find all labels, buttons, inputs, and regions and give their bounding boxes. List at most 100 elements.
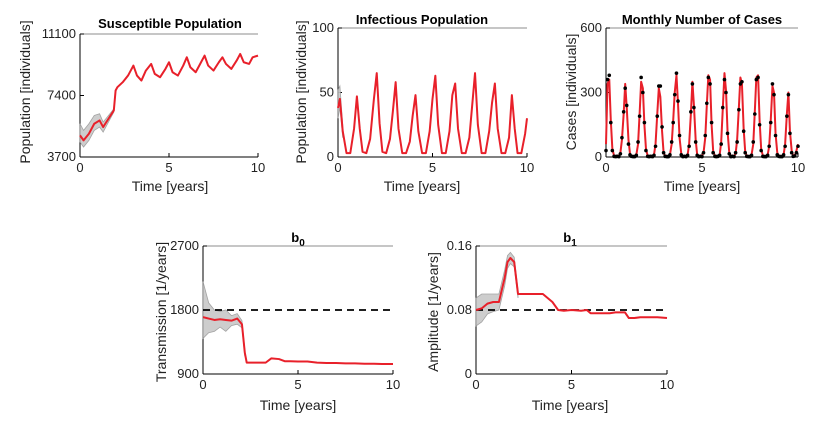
y-tick-label: 3700 (47, 149, 76, 164)
panel-monthly-cases: Monthly Number of Cases Time [years] Cas… (563, 12, 805, 194)
data-point (701, 150, 706, 155)
y-tick-label: 2700 (170, 238, 199, 253)
data-point (637, 114, 642, 118)
data-point (642, 120, 647, 125)
title-subscript: 1 (571, 238, 577, 249)
x-tick-label: 5 (429, 160, 436, 175)
title-main: b (563, 230, 571, 245)
data-point (658, 84, 663, 88)
panel-b1-amplitude: b1 Time [years] Amplitude [1/years] 0 5 10… (425, 230, 674, 413)
x-tick-label: 5 (698, 160, 705, 175)
data-point (719, 142, 723, 146)
data-point (788, 131, 792, 136)
data-point (668, 153, 672, 157)
data-point (617, 154, 621, 159)
data-point (609, 120, 613, 125)
x-tick-label: 10 (520, 160, 534, 175)
data-point (743, 150, 747, 155)
x-tick-label: 0 (472, 377, 479, 392)
data-point (759, 148, 763, 153)
data-point (708, 82, 712, 86)
data-point (789, 150, 794, 155)
data-point (709, 120, 714, 125)
data-point (623, 86, 627, 90)
data-point (610, 148, 615, 153)
title-subscript: 0 (299, 238, 305, 249)
data-point (773, 133, 778, 138)
panel-b0-transmission: b0 Time [years] Transmission [1/years] 0… (153, 230, 400, 413)
plot-area: 0 5 10 0 300 600 (580, 20, 805, 175)
data-point (785, 114, 789, 118)
data-point (624, 103, 629, 108)
x-tick-label: 0 (199, 377, 206, 392)
x-tick-label: 0 (334, 160, 341, 175)
y-axis-label: Amplitude [1/years] (425, 252, 441, 372)
data-point (772, 92, 776, 97)
data-point (690, 82, 695, 86)
data-point (671, 120, 675, 125)
chart-title: b1 (563, 230, 577, 249)
fit-line (202, 316, 393, 366)
data-point (796, 144, 800, 149)
plot-area: 0 5 10 3700 7400 11100 (42, 26, 265, 175)
data-point (781, 153, 786, 157)
x-tick-label: 5 (568, 377, 575, 392)
data-point (703, 133, 708, 138)
y-tick-label: 11100 (42, 26, 76, 41)
data-point (692, 105, 696, 110)
data-point (607, 73, 612, 78)
data-point (634, 153, 639, 158)
chart-title: b0 (291, 230, 305, 249)
data-point (676, 99, 680, 103)
data-point (765, 153, 770, 158)
data-point (621, 110, 626, 114)
data-point (711, 150, 715, 155)
x-axis-label: Time [years] (532, 397, 609, 413)
chart-title: Susceptible Population (98, 16, 242, 31)
fit-line (337, 72, 528, 155)
data-point (741, 129, 746, 133)
y-tick-label: 100 (312, 20, 334, 35)
data-point (720, 105, 725, 110)
y-tick-label: 7400 (47, 88, 76, 103)
y-axis-label: Cases [individuals] (563, 34, 579, 151)
y-tick-label: 50 (320, 85, 334, 100)
data-point (749, 153, 754, 158)
data-point (768, 120, 773, 125)
x-tick-label: 0 (602, 160, 609, 175)
data-point (674, 71, 679, 75)
x-tick-label: 10 (791, 160, 805, 175)
x-axis-label: Time [years] (132, 178, 209, 194)
y-tick-label: 900 (177, 366, 199, 381)
data-point (687, 144, 691, 149)
data-point (644, 148, 648, 153)
data-point (605, 77, 610, 82)
data-point (756, 75, 760, 80)
data-point (653, 144, 658, 149)
data-point (639, 75, 643, 80)
data-point (753, 112, 757, 116)
data-point (661, 150, 666, 155)
data-point (604, 148, 608, 153)
x-tick-label: 10 (251, 160, 265, 175)
data-point (641, 90, 645, 95)
fit-line (605, 72, 799, 157)
data-point (733, 150, 738, 155)
y-axis-label: Population [individuals] (293, 20, 309, 163)
fit-line (475, 257, 668, 319)
y-tick-label: 0 (327, 149, 334, 164)
data-point (706, 75, 711, 80)
data-point (725, 131, 730, 136)
panel-susceptible-population: Susceptible Population Time [years] Popu… (17, 16, 265, 194)
data-point (717, 153, 722, 158)
y-tick-label: 0.16 (447, 238, 472, 253)
data-point (792, 154, 797, 158)
data-point (751, 140, 756, 144)
data-point (705, 101, 709, 106)
uncertainty-band (475, 251, 519, 327)
plot-area: 0 5 10 900 1800 2700 (170, 238, 400, 392)
title-main: b (291, 230, 299, 245)
data-point (620, 135, 624, 140)
